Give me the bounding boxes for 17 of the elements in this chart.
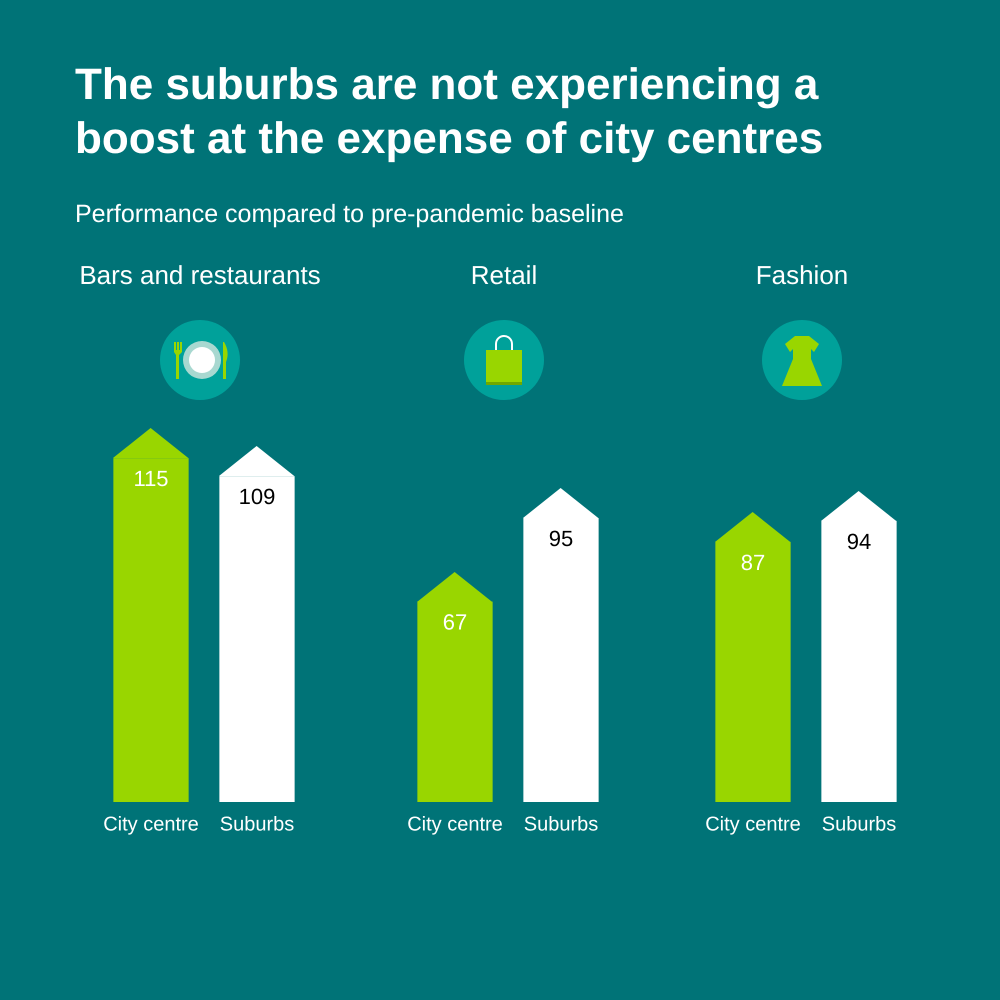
x-tick-label: Suburbs <box>220 814 294 836</box>
data-label: 115 <box>133 466 169 492</box>
x-tick-label: Suburbs <box>524 814 598 836</box>
data-label: 87 <box>740 550 766 575</box>
text: The suburbs are not experiencing a boost at the expense of city centres <box>75 59 824 165</box>
text: Performance compared to pre-pandemic baseline <box>75 200 624 229</box>
chart-title: Bars and restaurants <box>78 260 322 291</box>
data-label: 95 <box>548 526 574 552</box>
data-label: 67 <box>442 610 468 635</box>
data-label: 94 <box>846 528 872 554</box>
x-tick-label: Suburbs <box>822 814 896 836</box>
chart-title: Retail <box>470 260 538 291</box>
x-tick-label: City centre <box>705 814 801 836</box>
x-tick-label: City centre <box>103 814 199 836</box>
chart-title: Fashion <box>754 260 850 291</box>
x-tick-label: City centre <box>407 814 503 836</box>
data-label: 109 <box>238 484 276 510</box>
